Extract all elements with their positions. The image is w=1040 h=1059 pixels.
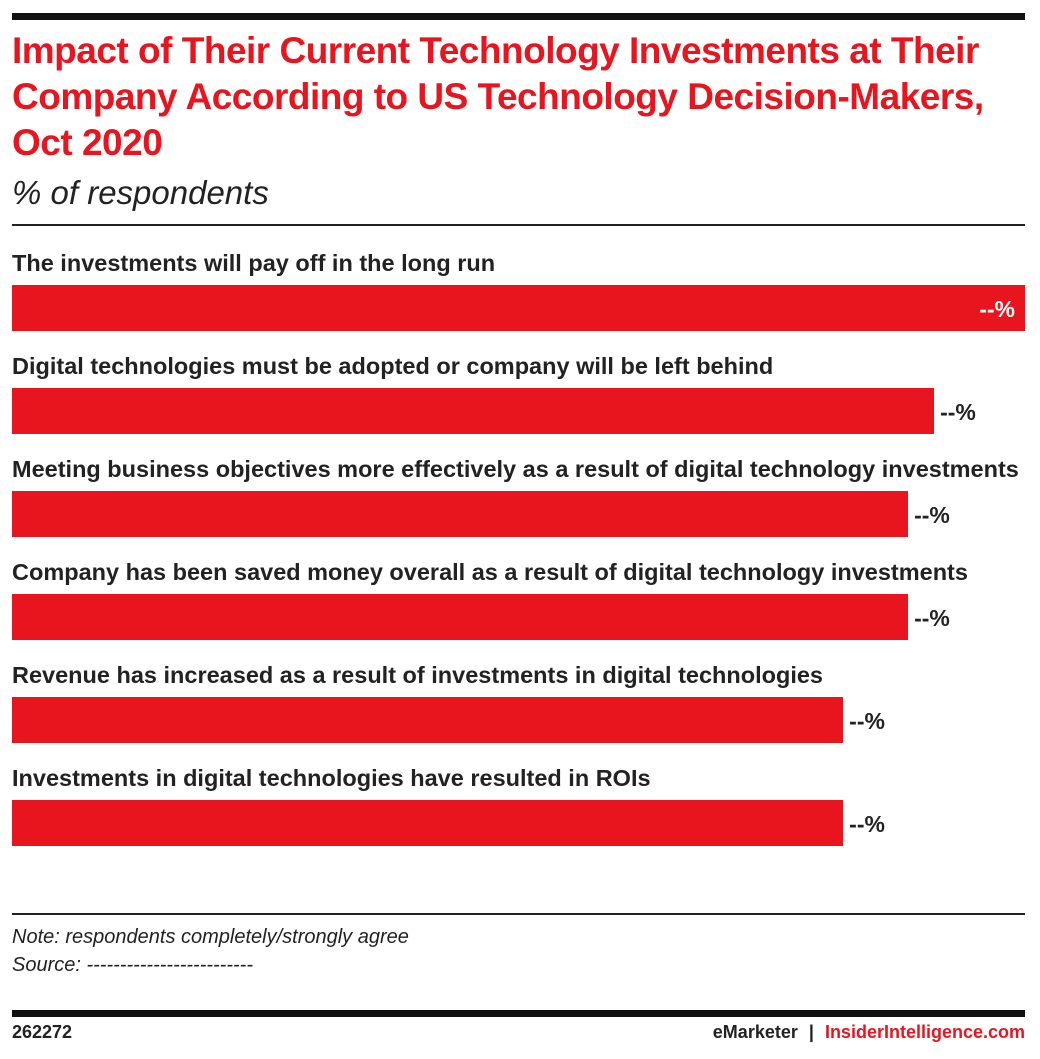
note: Note: respondents completely/strongly ag… [12,926,409,948]
divider [12,224,1025,226]
bar-row: --% [12,388,1025,434]
bar-row: --% [12,285,1025,331]
bar [12,388,935,434]
footer-brand: eMarketer | InsiderIntelligence.com [713,1022,1025,1043]
bar [12,697,844,743]
value-label: --% [849,811,885,837]
brand: eMarketer [712,1022,798,1042]
value-label: --% [849,708,885,734]
chart-title: Impact of Their Current Technology Inves… [12,30,984,163]
value-label: --% [914,605,950,631]
bar-row: --% [12,491,1025,537]
category-label: Digital technologies must be adopted or … [12,353,774,379]
separator: | [808,1022,814,1042]
value-label: --% [940,399,976,425]
category-label: Company has been saved money overall as … [12,559,968,585]
bar [12,594,909,640]
chart-id: 262272 [12,1022,73,1042]
bar [12,285,1025,331]
chart-subtitle: % of respondents [12,174,269,211]
bar [12,491,909,537]
source: Source: ------------------------- [12,954,253,976]
bar-row: --% [12,800,1025,846]
value-label: --% [914,502,950,528]
divider [12,913,1025,915]
bar-list: The investments will pay off in the long… [12,248,1025,866]
bar [12,800,844,846]
category-label: The investments will pay off in the long… [12,250,496,276]
bottom-bar [12,1010,1025,1017]
category-label: Investments in digital technologies have… [12,765,651,791]
bar-row: --% [12,697,1025,743]
top-bar [12,13,1025,20]
site: InsiderIntelligence.com [824,1022,1025,1042]
value-label: --% [979,296,1015,322]
category-label: Revenue has increased as a result of inv… [12,662,824,688]
bar-row: --% [12,594,1025,640]
category-label: Meeting business objectives more effecti… [12,456,1019,482]
